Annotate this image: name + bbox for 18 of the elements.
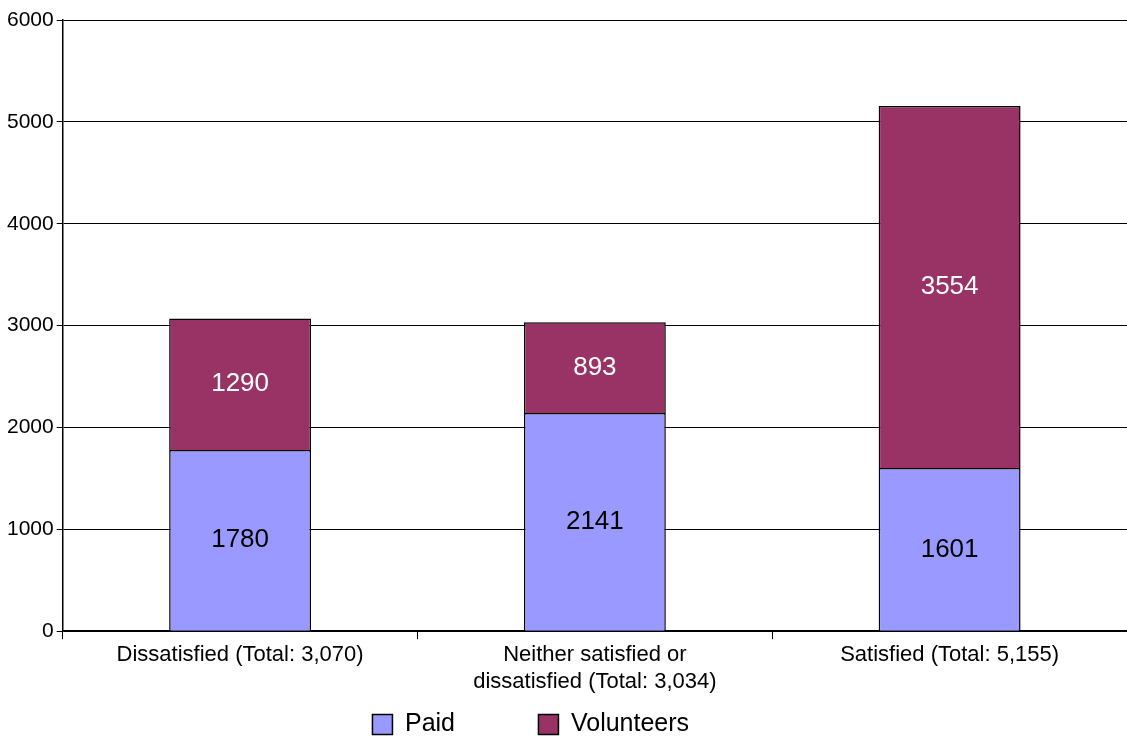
y-tick-label: 3000 [7, 312, 54, 336]
x-tick-label: Satisfied (Total: 5,155) [840, 641, 1060, 667]
data-label: 1601 [920, 532, 979, 563]
y-tick-label: 2000 [7, 414, 54, 438]
y-tick-label: 1000 [7, 516, 54, 540]
data-label: 2141 [565, 505, 624, 536]
y-tick-label: 4000 [7, 210, 54, 234]
data-label: 893 [573, 350, 617, 381]
legend-label: Paid [404, 708, 525, 737]
data-label: 3554 [920, 270, 979, 301]
x-tick-label: Neither satisfied or dissatisfied (Total: 3,034) [473, 641, 717, 693]
y-tick-label: 6000 [7, 6, 54, 30]
legend-label: Volunteers [570, 708, 759, 737]
y-tick-label: 5000 [7, 108, 54, 132]
data-label: 1780 [211, 523, 270, 554]
data-label: 1290 [211, 367, 270, 398]
x-tick-label: Dissatisfied (Total: 3,070) [116, 641, 364, 667]
y-tick-label: 0 [42, 618, 54, 641]
